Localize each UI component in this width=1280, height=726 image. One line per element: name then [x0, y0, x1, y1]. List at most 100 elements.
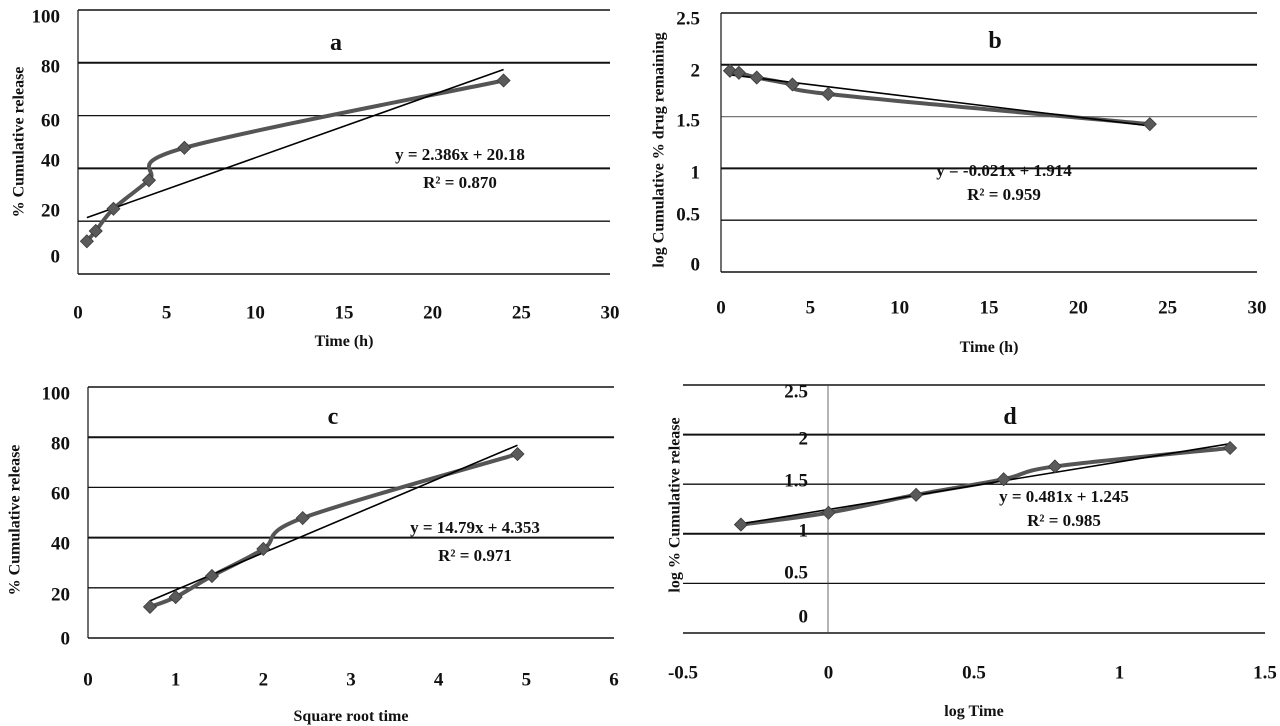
data-point-marker: [785, 77, 800, 92]
panel-label: d: [1003, 404, 1017, 430]
data-point-marker: [510, 446, 525, 462]
x-tick-label: 10: [890, 297, 909, 318]
x-tick-label: 10: [246, 302, 265, 323]
panel-label: c: [328, 404, 339, 430]
y-tick-label: 1: [691, 162, 701, 183]
y-tick-label: 2.5: [784, 381, 808, 402]
data-point-marker: [733, 517, 748, 532]
trendline: [86, 68, 504, 219]
r-squared-label: R² = 0.959: [967, 185, 1041, 204]
data-point-marker: [204, 568, 220, 584]
y-tick-label: 60: [51, 483, 70, 504]
x-tick-label: 1: [1115, 662, 1125, 683]
data-point-marker: [1142, 117, 1157, 132]
y-tick-label: 20: [51, 584, 70, 605]
trendline: [740, 442, 1231, 525]
x-axis-title: Square root time: [294, 708, 409, 725]
y-tick-label: 1.5: [784, 470, 808, 491]
panel-label: b: [988, 28, 1001, 54]
x-tick-label: 25: [512, 302, 531, 323]
x-tick-label: 1: [171, 669, 181, 690]
x-tick-label: 20: [1069, 297, 1088, 318]
data-point-marker: [88, 223, 103, 239]
panel-c: 100 80 60 40 20 00 1 2 3 4 5 6 Square root time % Cum…: [7, 383, 619, 725]
y-tick-label: 100: [32, 6, 61, 27]
data-point-marker: [996, 472, 1011, 487]
x-tick-label: 1.5: [1253, 662, 1277, 683]
series-line: [738, 445, 1233, 527]
r-squared-label: R² = 0.971: [438, 546, 512, 565]
x-tick-label: 0: [716, 297, 726, 318]
y-tick-label: 40: [41, 150, 60, 171]
data-point-marker: [106, 201, 121, 216]
x-tick-label: 5: [162, 302, 172, 323]
trendline-equation: y = -0.021x + 1.914: [936, 161, 1072, 180]
y-tick-label: 2: [799, 428, 809, 449]
data-point-marker: [909, 487, 924, 502]
panel-d: 2.5 2 1.5 1 0.5 0 -0.5 0 0.5 1 1.5 log Time log % Cu…: [667, 381, 1277, 720]
y-axis-title: % Cumulative release: [11, 67, 28, 218]
x-tick-label: 20: [423, 302, 442, 323]
data-point-marker: [821, 86, 836, 102]
data-point-marker: [1047, 459, 1062, 474]
x-tick-label: 30: [601, 302, 620, 323]
y-tick-label: 40: [51, 533, 70, 554]
r-squared-label: R² = 0.985: [1027, 511, 1101, 530]
x-tick-label: 0: [83, 669, 93, 690]
data-point-marker: [142, 599, 158, 614]
y-tick-label: 0: [691, 254, 701, 275]
x-tick-label: 5: [806, 297, 816, 318]
x-tick-label: 3: [346, 669, 356, 690]
data-point-marker: [168, 590, 183, 605]
y-tick-label: 1: [799, 520, 809, 541]
data-point-marker: [1223, 440, 1238, 456]
x-tick-label: 6: [609, 669, 619, 690]
x-axis-title: Time (h): [960, 339, 1019, 356]
data-point-marker: [79, 234, 94, 249]
y-axis-title: log % Cumulative release: [667, 417, 684, 592]
y-tick-label: 80: [51, 433, 70, 454]
data-point-marker: [141, 173, 156, 188]
y-tick-label: 1.5: [676, 110, 700, 131]
data-point-marker: [177, 140, 192, 155]
x-tick-label: 2: [259, 669, 269, 690]
panel-a: 100 80 60 40 20 0 0 5 10 15 20 25 30 Time (h) % Cumula…: [11, 6, 620, 350]
y-tick-label: 0.5: [676, 204, 700, 225]
y-tick-label: 2: [691, 60, 701, 81]
x-tick-label: 15: [335, 302, 354, 323]
trendline-equation: y = 14.79x + 4.353: [410, 518, 540, 537]
x-tick-label: 5: [522, 669, 532, 690]
data-point-marker: [496, 73, 511, 88]
x-tick-label: 25: [1158, 297, 1177, 318]
trendline-equation: y = 2.386x + 20.18: [395, 145, 525, 164]
x-axis-title: log Time: [944, 703, 1003, 720]
data-point-marker: [821, 505, 836, 520]
y-tick-label: 20: [41, 200, 60, 221]
y-tick-label: 0.5: [784, 562, 808, 583]
data-point-marker: [731, 65, 746, 80]
x-axis-title: Time (h): [315, 333, 374, 350]
data-point-marker: [256, 541, 271, 556]
x-tick-label: 0: [73, 302, 83, 323]
y-axis-title: log Cumulative % drug remaining: [651, 32, 668, 267]
x-tick-label: 4: [434, 669, 444, 690]
y-tick-label: 0: [61, 628, 71, 649]
r-squared-label: R² = 0.870: [423, 173, 497, 192]
y-tick-label: 0: [799, 606, 809, 627]
x-tick-label: 30: [1248, 297, 1267, 318]
x-tick-label: 0: [824, 662, 834, 683]
y-tick-label: 0: [51, 246, 61, 267]
data-point-marker: [295, 510, 310, 526]
y-tick-label: 80: [41, 56, 60, 77]
trendline: [729, 74, 1150, 127]
y-axis-title: % Cumulative release: [7, 445, 24, 596]
trendline-equation: y = 0.481x + 1.245: [999, 487, 1129, 506]
x-tick-label: 15: [980, 297, 999, 318]
y-tick-label: 60: [41, 110, 60, 131]
data-point-marker: [749, 70, 764, 85]
panel-b: 2.5 2 1.5 1 0.5 0 0 5 10 15 20 25 30 Time (h) log Cumu…: [651, 8, 1267, 356]
y-tick-label: 2.5: [676, 8, 700, 29]
x-tick-label: 0.5: [962, 662, 986, 683]
panel-label: a: [330, 30, 342, 56]
